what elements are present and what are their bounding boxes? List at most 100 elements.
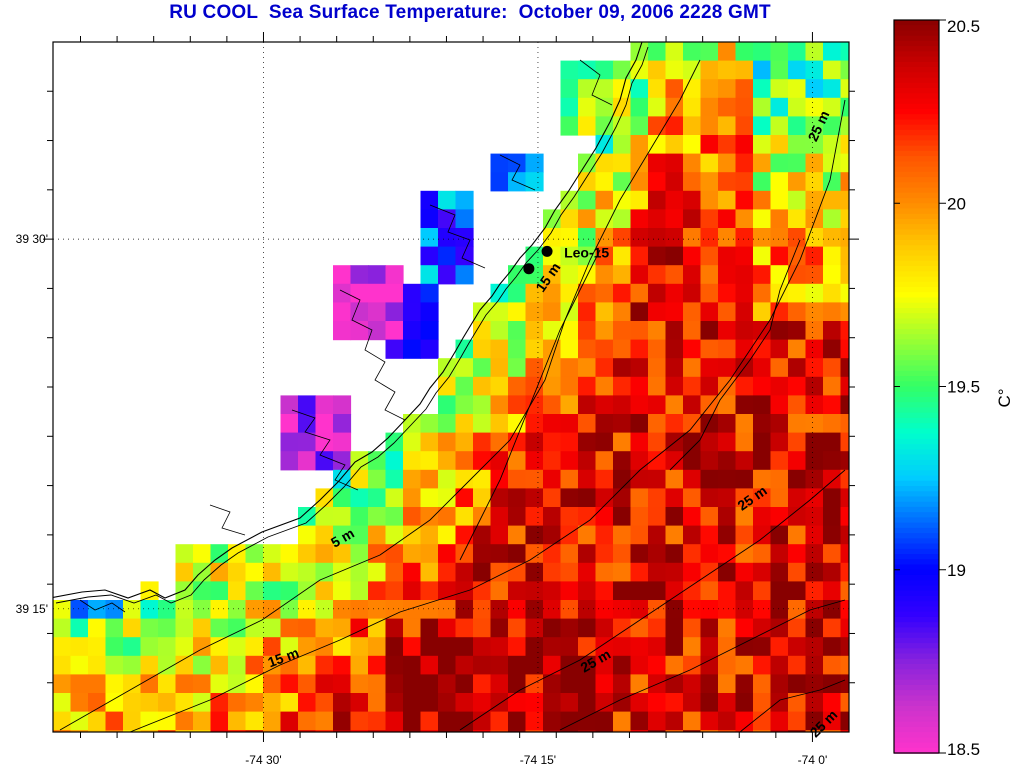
sst-cell xyxy=(700,581,719,601)
sst-cell xyxy=(683,228,702,248)
sst-cell xyxy=(578,674,597,694)
sst-cell xyxy=(525,339,544,359)
sst-cell xyxy=(280,581,299,601)
sst-cell xyxy=(350,600,369,620)
sst-cell xyxy=(88,618,107,638)
sst-cell xyxy=(595,246,614,266)
sst-cell xyxy=(700,600,719,620)
sst-cell xyxy=(595,674,614,694)
colorbar-step xyxy=(894,260,939,267)
sst-cell xyxy=(840,451,849,471)
sst-cell xyxy=(175,637,194,657)
colorbar-step xyxy=(894,737,939,744)
sst-cell xyxy=(438,228,457,248)
sst-cell xyxy=(613,507,632,527)
colorbar-step xyxy=(894,177,939,184)
sst-cell xyxy=(53,674,72,694)
colorbar-step xyxy=(894,454,939,461)
sst-cell xyxy=(805,581,824,601)
sst-cell xyxy=(420,562,439,582)
sst-cell xyxy=(770,711,789,731)
sst-cell xyxy=(420,265,439,285)
sst-cell xyxy=(735,544,754,564)
sst-cell xyxy=(648,209,667,229)
sst-cell xyxy=(175,600,194,620)
sst-cell xyxy=(683,172,702,192)
sst-cell xyxy=(420,655,439,675)
sst-cell xyxy=(508,358,527,378)
sst-cell xyxy=(525,395,544,415)
sst-cell xyxy=(770,562,789,582)
marsh-outline xyxy=(79,599,126,613)
sst-cell xyxy=(788,283,807,303)
sst-cell xyxy=(280,432,299,452)
sst-cell xyxy=(473,488,492,508)
colorbar-step xyxy=(894,423,939,430)
sst-cell xyxy=(210,637,229,657)
sst-cell xyxy=(613,693,632,713)
sst-cell xyxy=(490,395,509,415)
sst-cell xyxy=(560,600,579,620)
sst-cell xyxy=(88,730,107,732)
sst-cell xyxy=(368,674,387,694)
sst-cell xyxy=(525,730,544,732)
sst-cell xyxy=(683,246,702,266)
sst-cell xyxy=(508,693,527,713)
sst-cell xyxy=(613,246,632,266)
sst-cell xyxy=(490,488,509,508)
sst-cell xyxy=(245,600,264,620)
sst-cell xyxy=(578,525,597,545)
sst-cell xyxy=(840,674,849,694)
sst-cell xyxy=(735,283,754,303)
sst-cell xyxy=(788,190,807,210)
sst-cell xyxy=(595,172,614,192)
sst-cell xyxy=(770,246,789,266)
sst-cell xyxy=(490,711,509,731)
sst-cell xyxy=(263,637,282,657)
sst-cell xyxy=(718,674,737,694)
sst-cell xyxy=(805,655,824,675)
colorbar-step xyxy=(894,622,939,629)
sst-cell xyxy=(718,228,737,248)
sst-cell xyxy=(753,544,772,564)
sst-cell xyxy=(543,600,562,620)
sst-cell xyxy=(420,209,439,229)
sst-cell xyxy=(70,618,89,638)
sst-cell xyxy=(158,730,177,732)
sst-cell xyxy=(613,283,632,303)
sst-cell xyxy=(403,618,422,638)
sst-cell xyxy=(753,358,772,378)
sst-cell xyxy=(630,395,649,415)
sst-cell xyxy=(420,507,439,527)
sst-cell xyxy=(665,190,684,210)
sst-cell xyxy=(473,339,492,359)
sst-cell xyxy=(665,135,684,155)
colorbar-step xyxy=(894,658,939,665)
colorbar-step xyxy=(894,124,939,131)
sst-cell xyxy=(158,618,177,638)
sst-cell xyxy=(683,711,702,731)
sst-cell xyxy=(805,730,824,732)
colorbar-step xyxy=(894,496,939,503)
sst-cell xyxy=(665,488,684,508)
sst-cell xyxy=(490,153,509,173)
sst-cell xyxy=(823,730,842,732)
sst-cell xyxy=(508,544,527,564)
sst-cell xyxy=(210,562,229,582)
sst-cell xyxy=(315,395,334,415)
sst-cell xyxy=(490,283,509,303)
colorbar-step xyxy=(894,103,939,110)
sst-cell xyxy=(595,358,614,378)
sst-cell xyxy=(333,451,352,471)
sst-cell xyxy=(473,414,492,434)
sst-cell xyxy=(578,265,597,285)
sst-cell xyxy=(333,265,352,285)
sst-cell xyxy=(560,730,579,732)
sst-cell xyxy=(840,562,849,582)
sst-cell xyxy=(700,265,719,285)
sst-cell xyxy=(805,97,824,117)
colorbar-step xyxy=(894,601,939,608)
sst-cell xyxy=(630,116,649,136)
sst-cell xyxy=(665,60,684,80)
sst-cell xyxy=(228,730,247,732)
